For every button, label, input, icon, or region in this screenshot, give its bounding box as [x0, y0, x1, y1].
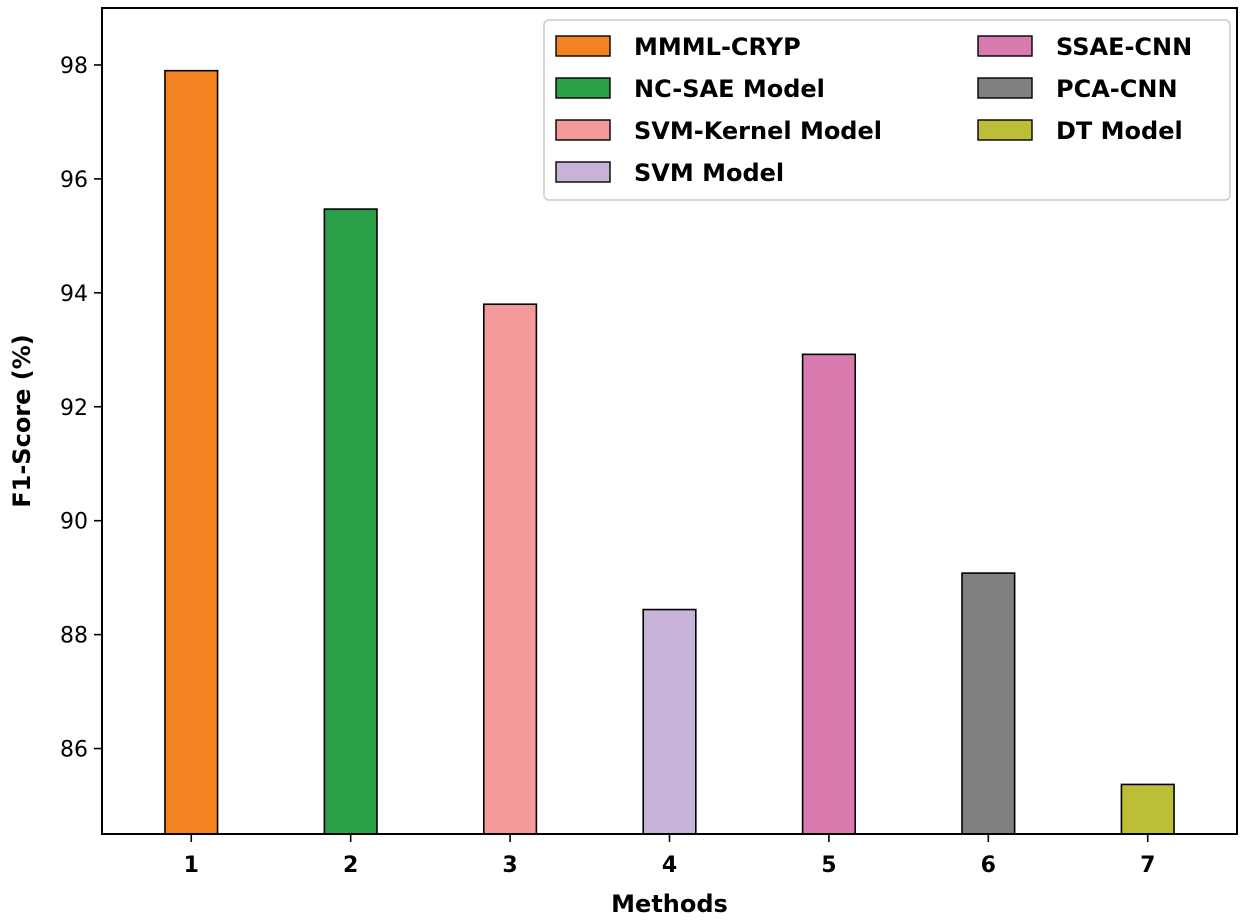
legend: MMML-CRYP NC-SAE Model SVM-Kernel Model SVM… [543, 19, 1231, 201]
legend-swatch [977, 77, 1033, 99]
legend-label: PCA-CNN [1056, 75, 1178, 103]
y-tick-label: 88 [60, 624, 88, 649]
legend-label: DT Model [1056, 117, 1183, 145]
legend-swatch [555, 77, 611, 99]
legend-swatch [555, 35, 611, 57]
y-axis-label: F1-Score (%) [8, 334, 36, 508]
x-axis-ticks: 1 2 3 4 5 6 7 [184, 834, 1155, 878]
legend-swatch [555, 161, 611, 183]
legend-frame [543, 19, 1231, 201]
x-tick-label: 2 [343, 853, 358, 878]
legend-label: SVM Model [634, 159, 784, 187]
x-tick-label: 1 [184, 853, 199, 878]
bar-1 [164, 69, 219, 835]
y-tick-label: 86 [60, 738, 88, 763]
x-axis-label: Methods [611, 890, 728, 918]
legend-label: SSAE-CNN [1056, 33, 1192, 61]
x-tick-label: 7 [1140, 853, 1155, 878]
bar-5 [801, 353, 857, 835]
bar-6 [961, 572, 1016, 835]
y-tick-label: 92 [60, 396, 88, 421]
x-tick-label: 6 [981, 853, 996, 878]
y-tick-label: 94 [60, 282, 88, 307]
y-axis-ticks: 86 88 90 92 94 96 98 [60, 54, 102, 763]
x-tick-label: 4 [662, 853, 677, 878]
y-tick-label: 98 [60, 54, 88, 79]
y-tick-label: 96 [60, 168, 88, 193]
y-tick-label: 90 [60, 510, 88, 535]
legend-swatch [977, 35, 1033, 57]
legend-swatch [555, 119, 611, 141]
bar-2 [323, 208, 378, 835]
legend-label: SVM-Kernel Model [634, 117, 882, 145]
bar-3 [482, 303, 538, 835]
bar-4 [642, 608, 697, 835]
x-tick-label: 5 [821, 853, 836, 878]
bar-7 [1120, 783, 1175, 835]
legend-label: MMML-CRYP [634, 33, 801, 61]
legend-label: NC-SAE Model [634, 75, 825, 103]
bars-group [164, 69, 1175, 835]
legend-swatch [977, 119, 1033, 141]
x-tick-label: 3 [502, 853, 517, 878]
